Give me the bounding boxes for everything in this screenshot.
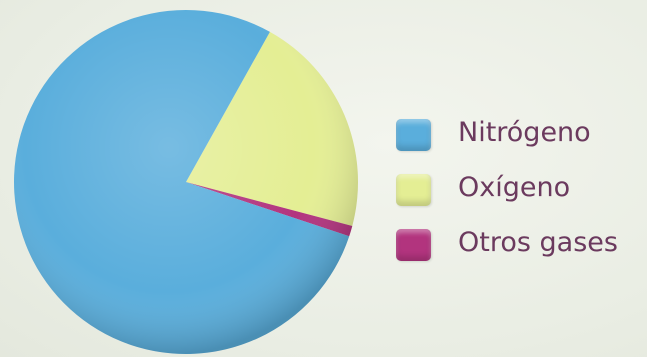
legend-swatch-oxigeno [396,174,431,206]
legend-item-nitrogeno: Nitrógeno [396,113,646,168]
legend-label-otros-gases: Otros gases [458,227,618,258]
pie-chart [14,10,358,355]
legend-label-oxigeno: Oxígeno [458,172,571,203]
legend-label-nitrogeno: Nitrógeno [458,117,591,148]
legend-swatch-nitrogeno [396,119,431,151]
legend-item-otros-gases: Otros gases [396,223,646,278]
legend-item-oxigeno: Oxígeno [396,168,646,223]
legend: Nitrógeno Oxígeno Otros gases [396,113,646,278]
legend-swatch-otros-gases [396,229,431,261]
